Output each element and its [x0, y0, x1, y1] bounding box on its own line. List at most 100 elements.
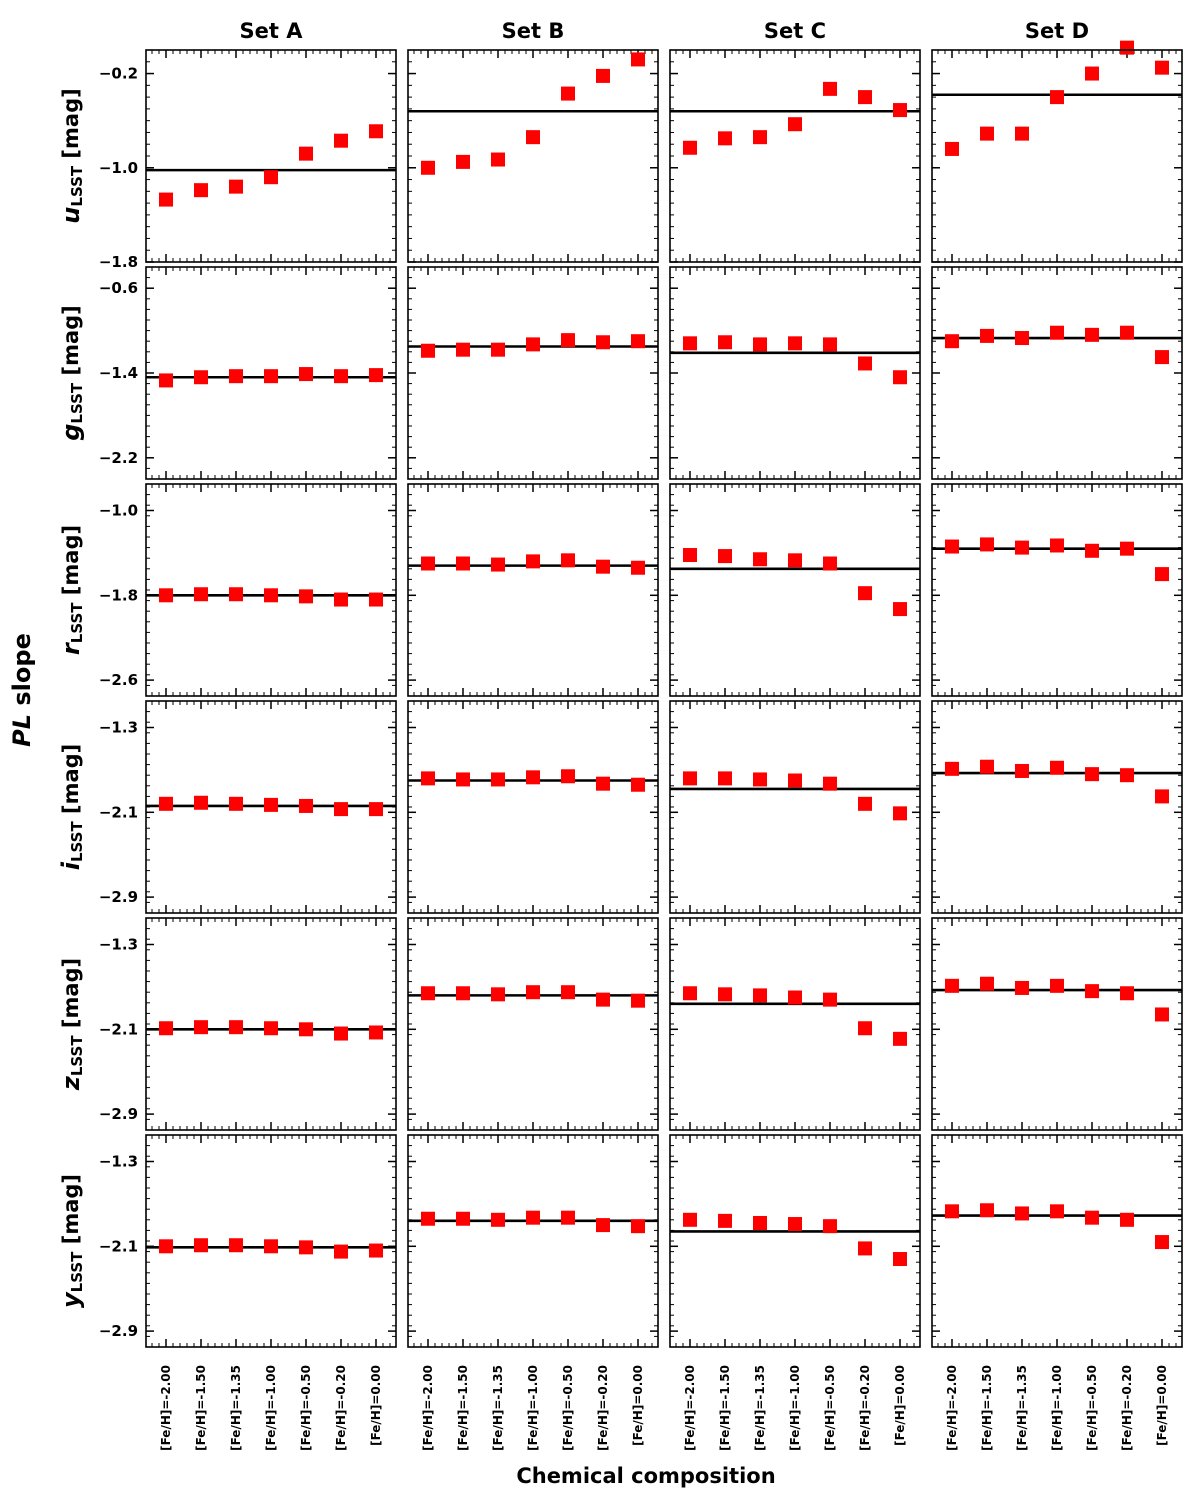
data-point: [823, 776, 837, 791]
x-tick-label: [Fe/H]=-1.50: [456, 1365, 470, 1451]
data-point: [334, 369, 348, 384]
data-point: [264, 369, 278, 384]
row-axis-label: zLSST [mag]: [57, 958, 86, 1091]
data-point: [334, 1026, 348, 1041]
x-tick-label: [Fe/H]=0.00: [369, 1365, 383, 1446]
row-label-unit: [mag]: [59, 958, 83, 1036]
data-point: [753, 1215, 767, 1230]
data-point: [456, 556, 470, 571]
data-point: [788, 990, 802, 1005]
x-tick-label: [Fe/H]=0.00: [631, 1365, 645, 1446]
figure-y-axis-label-italic: PL: [8, 714, 36, 747]
x-tick-label: [Fe/H]=-0.20: [334, 1365, 348, 1451]
data-point: [1155, 1007, 1169, 1022]
row-label-subscript: LSST: [68, 1035, 86, 1076]
x-tick-label: [Fe/H]=-2.00: [421, 1365, 435, 1451]
panel-frame: [145, 917, 397, 1131]
panel-frame: [407, 266, 659, 480]
data-point: [456, 154, 470, 169]
y-tick-label: −1.0: [99, 159, 138, 177]
data-point: [299, 589, 313, 604]
data-point: [1015, 540, 1029, 555]
data-point: [421, 160, 435, 175]
data-point: [596, 992, 610, 1007]
data-point: [823, 337, 837, 352]
data-point: [893, 103, 907, 118]
data-point: [893, 1031, 907, 1046]
data-point: [561, 985, 575, 1000]
x-tick-label: [Fe/H]=-1.00: [264, 1365, 278, 1451]
data-point: [194, 795, 208, 810]
panel: [407, 700, 659, 914]
row-label-band: r: [57, 641, 85, 655]
data-point: [299, 146, 313, 161]
data-point: [753, 130, 767, 145]
column-title: Set C: [764, 19, 826, 43]
data-point: [1120, 768, 1134, 783]
data-point: [1015, 331, 1029, 346]
panel-frame: [145, 49, 397, 263]
data-point: [1155, 1235, 1169, 1250]
data-point: [1085, 1210, 1099, 1225]
x-tick-label: [Fe/H]=-1.50: [194, 1365, 208, 1451]
y-tick-label: −0.6: [99, 279, 138, 297]
data-point: [1015, 763, 1029, 778]
data-point: [1120, 986, 1134, 1001]
y-tick-label: −2.6: [99, 671, 138, 689]
data-point: [421, 986, 435, 1001]
data-point: [421, 343, 435, 358]
data-point: [718, 1213, 732, 1228]
data-point: [1015, 126, 1029, 141]
panel-frame: [407, 49, 659, 263]
data-point: [369, 592, 383, 607]
data-point: [159, 588, 173, 603]
data-point: [159, 373, 173, 388]
panel: [407, 917, 659, 1131]
data-point: [456, 342, 470, 357]
data-point: [718, 987, 732, 1002]
panel: [Fe/H]=-2.00 [Fe/H]=-1.50 [Fe/H]=-1.35 [Fe/…: [145, 1134, 397, 1451]
data-point: [229, 587, 243, 602]
panel: [669, 917, 921, 1131]
data-point: [1085, 984, 1099, 999]
panel: [931, 266, 1183, 480]
data-point: [526, 130, 540, 145]
data-point: [980, 1203, 994, 1218]
panel: [407, 266, 659, 480]
y-tick-label: −2.9: [99, 888, 138, 906]
data-point: [683, 336, 697, 351]
panel-frame: [931, 49, 1183, 263]
data-point: [491, 772, 505, 787]
x-tick-label: [Fe/H]=0.00: [893, 1365, 907, 1446]
data-point: [561, 553, 575, 568]
row-label-band: i: [57, 861, 85, 870]
panel-frame: [145, 1134, 397, 1348]
row-axis-label: uLSST [mag]: [57, 88, 86, 223]
data-point: [194, 1020, 208, 1035]
panel: [931, 917, 1183, 1131]
data-point: [945, 334, 959, 349]
data-point: [1120, 325, 1134, 340]
x-tick-label: [Fe/H]=-1.35: [491, 1365, 505, 1451]
x-tick-label: [Fe/H]=-1.35: [753, 1365, 767, 1451]
panel: [669, 483, 921, 697]
data-point: [596, 776, 610, 791]
data-point: [194, 587, 208, 602]
x-tick-label: [Fe/H]=0.00: [1155, 1365, 1169, 1446]
data-point: [788, 773, 802, 788]
y-tick-label: −1.3: [99, 936, 138, 954]
data-point: [1155, 567, 1169, 582]
data-point: [526, 985, 540, 1000]
data-point: [229, 369, 243, 384]
y-tick-label: −2.1: [99, 1020, 138, 1038]
column-titles: Set A Set B Set C Set D: [240, 19, 1090, 43]
data-point: [631, 993, 645, 1008]
panel: [931, 700, 1183, 914]
y-tick-label: −1.0: [99, 502, 138, 520]
data-point: [858, 1021, 872, 1036]
data-point: [945, 141, 959, 156]
data-point: [893, 806, 907, 821]
panel-frame: [669, 483, 921, 697]
panel: [931, 40, 1183, 263]
data-point: [159, 1021, 173, 1036]
